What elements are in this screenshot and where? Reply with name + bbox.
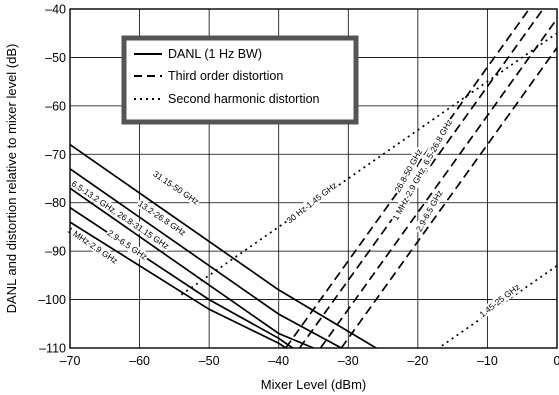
curve-label-background (64, 224, 121, 267)
curve-label-group: 31.15-50 GHz (150, 168, 202, 208)
y-tick-label: –110 (39, 342, 66, 356)
x-tick-label: –70 (60, 354, 81, 368)
curve-label-background (476, 281, 523, 320)
y-tick-label: –90 (45, 245, 66, 259)
series-line-solid (70, 168, 342, 348)
curve-label-background (135, 197, 189, 239)
y-tick-labels: –110 –100 –90 –80 –70 –60 –50 –40 (38, 3, 66, 356)
curve-label-background (68, 177, 172, 252)
curve-label: 31.15-50 GHz (151, 169, 200, 207)
series-line-solid (70, 143, 377, 348)
series-layer (70, 9, 557, 348)
curve-label-background (413, 187, 446, 235)
series-line-solid (70, 187, 314, 348)
curve-label-background (391, 146, 425, 196)
series-line-dotted (180, 32, 557, 296)
y-tick-label: –50 (45, 51, 66, 65)
x-tick-label: –20 (407, 354, 428, 368)
y-tick-label: –60 (45, 99, 66, 113)
x-tick-label: –30 (338, 354, 359, 368)
x-tick-label: –40 (268, 354, 289, 368)
y-tick-label: –70 (45, 148, 66, 162)
curve-label: 1.45-25 GHz (477, 282, 521, 320)
x-tick-label: 0 (554, 354, 559, 368)
y-tick-label: –80 (45, 196, 66, 210)
x-tick-label: –60 (129, 354, 150, 368)
y-tick-label: –40 (45, 3, 66, 17)
series-line-dashed (340, 46, 557, 348)
legend-label-third-order: Third order distortion (168, 69, 283, 83)
legend-label-second-harmonic: Second harmonic distortion (168, 92, 320, 106)
curve-label-background (150, 168, 202, 208)
plot-border (69, 8, 558, 349)
curve-label-group: 1.45-25 GHz (476, 281, 523, 320)
legend-label-danl: DANL (1 Hz BW) (168, 47, 262, 61)
x-axis-title: Mixer Level (dBm) (261, 377, 366, 392)
series-line-solid (70, 221, 287, 348)
x-tick-label: –10 (477, 354, 498, 368)
x-tick-label: –50 (199, 354, 220, 368)
curve-label-background (389, 116, 455, 223)
curve-label-background (104, 227, 150, 263)
curve-label-background (283, 179, 340, 227)
legend-box (121, 35, 359, 125)
series-line-dotted (437, 265, 557, 348)
y-tick-label: –100 (38, 293, 66, 307)
x-tick-labels: –70 –60 –50 –40 –30 –20 –10 0 (60, 354, 559, 368)
y-axis-title: DANL and distortion relative to mixer le… (4, 44, 19, 314)
legend: DANL (1 Hz BW) Third order distortion Se… (121, 35, 359, 125)
